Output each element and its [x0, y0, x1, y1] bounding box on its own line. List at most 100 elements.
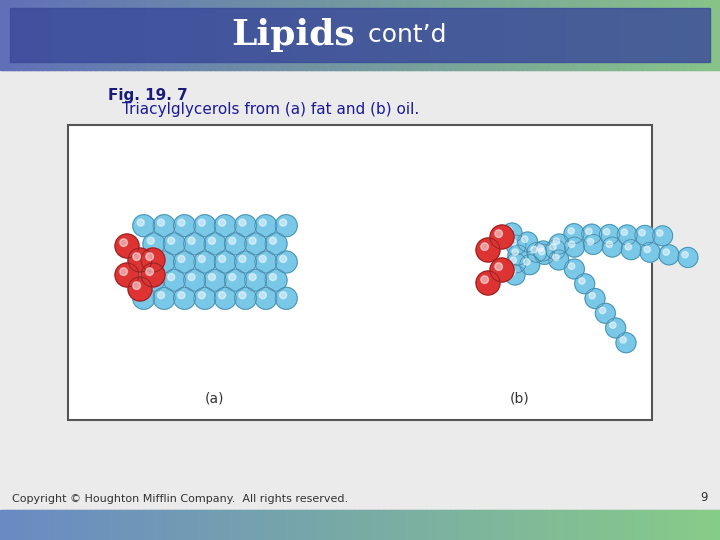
Bar	[302, 510, 306, 540]
Bar	[295, 510, 299, 540]
Bar	[245, 0, 248, 70]
Bar	[58, 510, 61, 540]
Circle shape	[138, 219, 144, 226]
Bar	[497, 510, 500, 540]
Bar	[7, 510, 11, 540]
Bar	[423, 510, 426, 540]
Circle shape	[602, 237, 622, 257]
Bar	[672, 510, 675, 540]
Bar	[65, 510, 68, 540]
Circle shape	[265, 233, 287, 255]
Bar	[240, 510, 243, 540]
Bar	[79, 510, 83, 540]
Bar	[175, 510, 179, 540]
Bar	[619, 510, 623, 540]
Bar	[110, 0, 114, 70]
Circle shape	[168, 237, 175, 244]
Bar	[564, 510, 567, 540]
Bar	[194, 0, 198, 70]
Circle shape	[481, 276, 488, 284]
Bar	[182, 0, 186, 70]
Bar	[521, 510, 524, 540]
Bar	[207, 0, 210, 70]
Bar	[593, 510, 596, 540]
Circle shape	[194, 215, 216, 237]
Bar	[693, 0, 697, 70]
Bar	[477, 0, 481, 70]
Bar	[67, 510, 71, 540]
Bar	[0, 70, 720, 510]
Bar	[235, 510, 238, 540]
Bar	[199, 510, 202, 540]
Bar	[171, 510, 174, 540]
Bar	[531, 0, 534, 70]
Bar	[679, 510, 683, 540]
Bar	[317, 510, 320, 540]
Bar	[72, 0, 76, 70]
Text: Copyright © Houghton Mifflin Company.  All rights reserved.: Copyright © Houghton Mifflin Company. Al…	[12, 494, 348, 504]
Bar	[549, 510, 553, 540]
Bar	[415, 510, 418, 540]
Circle shape	[589, 293, 595, 299]
Circle shape	[138, 292, 144, 299]
Bar	[142, 510, 145, 540]
Bar	[312, 0, 315, 70]
Bar	[401, 510, 404, 540]
Circle shape	[610, 322, 616, 328]
Bar	[382, 510, 385, 540]
Bar	[612, 510, 616, 540]
Bar	[202, 510, 205, 540]
Circle shape	[132, 251, 155, 273]
Bar	[70, 0, 73, 70]
Bar	[259, 0, 263, 70]
Bar	[552, 0, 555, 70]
Bar	[578, 0, 582, 70]
Bar	[130, 510, 133, 540]
Bar	[99, 0, 102, 70]
Bar	[693, 510, 697, 540]
Bar	[225, 0, 229, 70]
Circle shape	[158, 255, 165, 262]
Circle shape	[579, 278, 585, 284]
Bar	[614, 0, 618, 70]
Bar	[583, 0, 587, 70]
Bar	[113, 510, 116, 540]
Bar	[192, 510, 195, 540]
Bar	[430, 0, 433, 70]
Bar	[696, 510, 699, 540]
Bar	[94, 510, 97, 540]
Bar	[682, 0, 685, 70]
Bar	[103, 0, 107, 70]
Bar	[562, 510, 565, 540]
Bar	[715, 510, 719, 540]
Bar	[351, 510, 354, 540]
Circle shape	[582, 224, 602, 244]
Circle shape	[599, 307, 606, 314]
Circle shape	[194, 251, 216, 273]
Bar	[590, 510, 594, 540]
Bar	[672, 0, 675, 70]
Bar	[96, 0, 99, 70]
Bar	[266, 0, 270, 70]
Bar	[418, 0, 421, 70]
Bar	[509, 0, 512, 70]
Bar	[199, 0, 202, 70]
Bar	[31, 510, 35, 540]
Bar	[338, 0, 342, 70]
Bar	[502, 510, 505, 540]
Bar	[45, 0, 49, 70]
Bar	[557, 510, 560, 540]
Bar	[418, 510, 421, 540]
Bar	[360, 510, 364, 540]
Text: Fig. 19. 7: Fig. 19. 7	[108, 88, 188, 103]
Bar	[312, 510, 315, 540]
Bar	[326, 0, 330, 70]
Bar	[125, 0, 128, 70]
Bar	[115, 0, 119, 70]
Bar	[144, 0, 148, 70]
Circle shape	[509, 269, 516, 275]
Bar	[207, 510, 210, 540]
Circle shape	[617, 225, 637, 245]
Bar	[629, 510, 632, 540]
Bar	[626, 0, 630, 70]
